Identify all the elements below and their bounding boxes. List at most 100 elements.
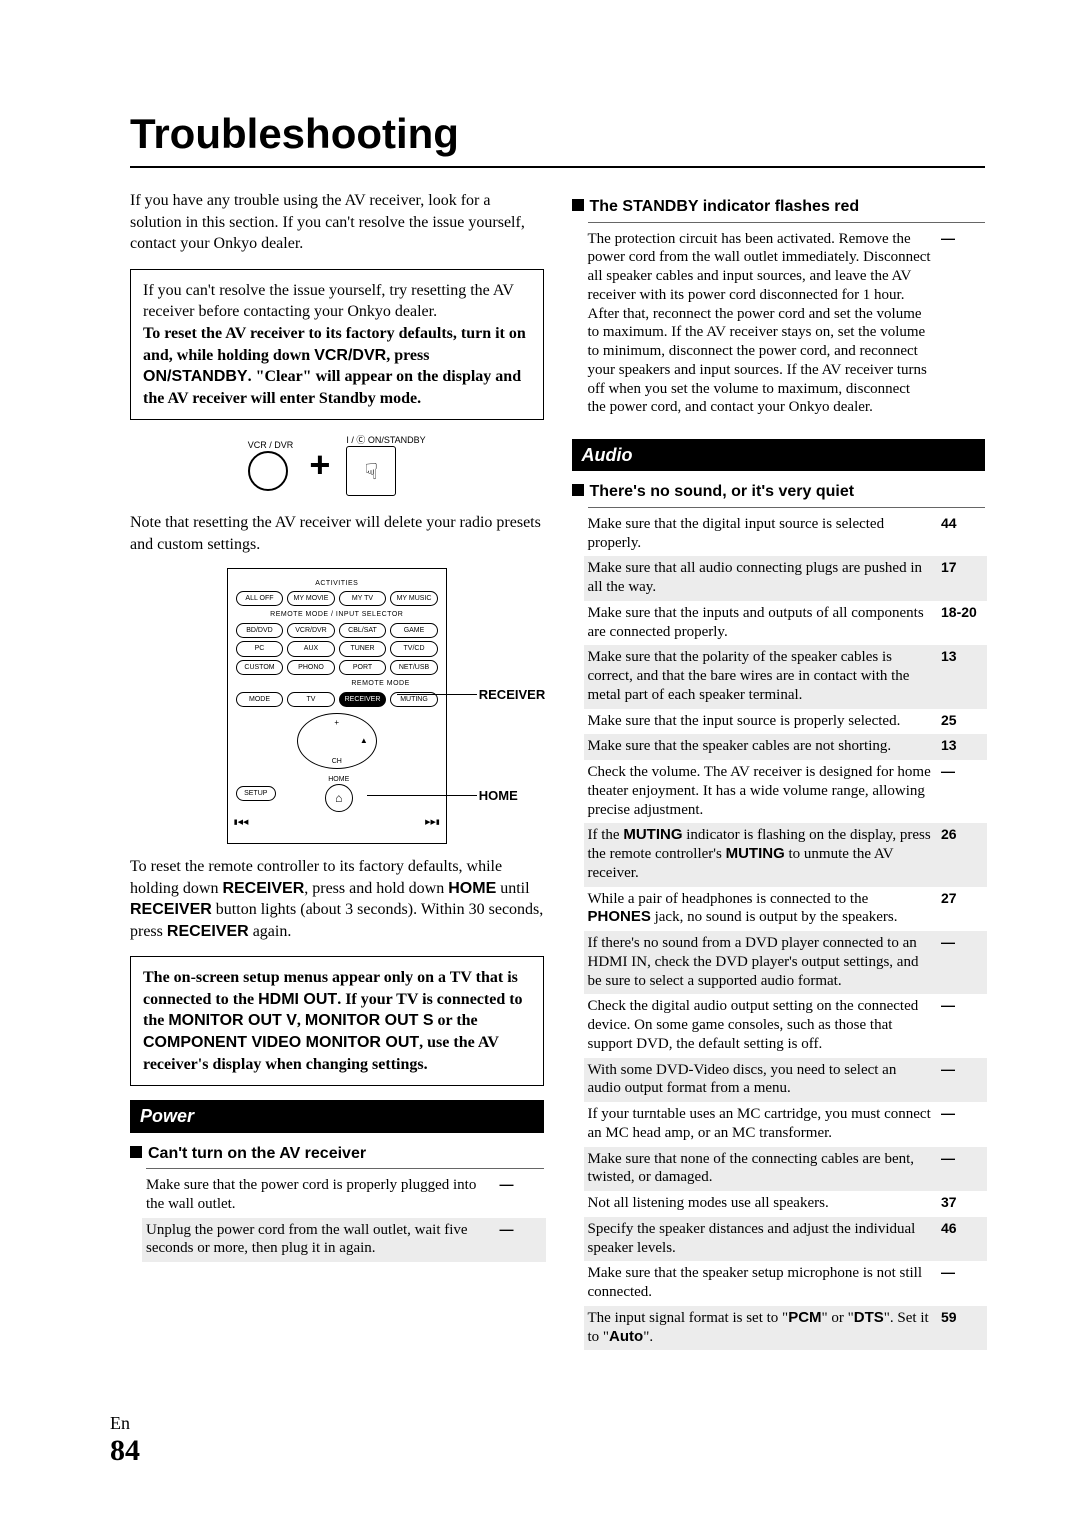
row-ref: — [941, 1150, 985, 1188]
remote-btn: BD/DVD [236, 623, 284, 638]
row-text: Make sure that the digital input source … [588, 515, 932, 553]
remote-reset-text: To reset the remote controller to its fa… [130, 856, 544, 942]
t: PHONES [588, 908, 651, 925]
t: Auto [609, 1328, 643, 1345]
reset-diagram: VCR / DVR + I / Ⓒ ON/STANDBY ☟ [130, 430, 544, 500]
row-ref: 27 [941, 890, 985, 928]
row-text: If there's no sound from a DVD player co… [588, 934, 932, 990]
txt: MONITOR OUT S [305, 1012, 434, 1029]
playback-icon: ▶▶▮ [425, 818, 440, 827]
right-column: The STANDBY indicator flashes red The pr… [572, 190, 986, 1350]
row-ref: — [941, 763, 985, 819]
plus-icon: + [309, 441, 330, 490]
table-row: Check the volume. The AV receiver is des… [588, 760, 986, 823]
table-row: The protection circuit has been activate… [588, 227, 986, 422]
row-ref: 13 [941, 737, 985, 756]
table-row: Make sure that the polarity of the speak… [584, 645, 988, 708]
row-text: While a pair of headphones is connected … [588, 890, 932, 928]
txt: again. [249, 923, 292, 940]
remote-btn: TV/CD [390, 641, 438, 656]
t: DTS [854, 1309, 884, 1326]
row-ref: 13 [941, 648, 985, 704]
receiver-callout: RECEIVER [479, 686, 545, 704]
vcr-label: VCR / DVR [248, 439, 294, 451]
remote-btn: NET/USB [390, 660, 438, 675]
audio-section-bar: Audio [572, 439, 986, 471]
t: The input signal format is set to " [588, 1310, 789, 1326]
remote-btn: GAME [390, 623, 438, 638]
row-text: Make sure that all audio connecting plug… [588, 559, 932, 597]
row-ref: 44 [941, 515, 985, 553]
remote-btn: ALL OFF [236, 591, 284, 606]
row-ref: 59 [941, 1309, 985, 1347]
reset-line2: To reset the AV receiver to its factory … [143, 323, 531, 409]
remote-btn: AUX [287, 641, 335, 656]
row-text: Check the digital audio output setting o… [588, 997, 932, 1053]
remote-btn: PHONO [287, 660, 335, 675]
t: jack, no sound is output by the speakers… [651, 909, 898, 925]
remote-btn: MY TV [339, 591, 387, 606]
row-text: Make sure that the polarity of the speak… [588, 648, 932, 704]
t: If the [588, 827, 624, 843]
row-text: Make sure that none of the connecting ca… [588, 1150, 932, 1188]
remote-btn: PC [236, 641, 284, 656]
activities-label: ACTIVITIES [234, 579, 440, 588]
row-text: Make sure that the speaker cables are no… [588, 737, 932, 756]
callout-line [397, 694, 477, 695]
row-ref: 18-20 [941, 604, 985, 642]
table-row: Make sure that none of the connecting ca… [584, 1147, 988, 1192]
table-row: Make sure that the power cord is properl… [146, 1173, 544, 1218]
remote-receiver-btn: RECEIVER [339, 692, 387, 707]
row-ref: — [500, 1221, 544, 1259]
table-row: If there's no sound from a DVD player co… [584, 931, 988, 994]
callout-line [367, 795, 477, 796]
txt: COMPONENT VIDEO MONITOR OUT [143, 1034, 419, 1051]
row-ref: — [941, 997, 985, 1053]
reset-line2b: , press [386, 347, 429, 364]
table-row: While a pair of headphones is connected … [588, 887, 986, 932]
row-ref: 26 [941, 826, 985, 882]
footer-page: 84 [110, 1434, 140, 1468]
page-title: Troubleshooting [130, 110, 985, 168]
txt: , [297, 1012, 305, 1029]
audio-subhead: There's no sound, or it's very quiet [572, 481, 986, 503]
table-row: Check the digital audio output setting o… [588, 994, 986, 1057]
t: ". [643, 1329, 653, 1345]
txt-bold: RECEIVER [167, 923, 249, 940]
table-row: Make sure that the input source is prope… [588, 709, 986, 735]
row-text: The protection circuit has been activate… [588, 230, 932, 418]
remote-setup-btn: SETUP [236, 786, 276, 801]
row-text: Make sure that the power cord is properl… [146, 1176, 490, 1214]
row-text: Specify the speaker distances and adjust… [588, 1220, 932, 1258]
footer-lang: En [110, 1413, 140, 1434]
table-row: Unplug the power cord from the wall outl… [142, 1218, 546, 1263]
txt-bold: RECEIVER [130, 901, 212, 918]
remote-btn: VCR/DVR [287, 623, 335, 638]
table-row: Make sure that the speaker cables are no… [584, 734, 988, 760]
t: While a pair of headphones is connected … [588, 891, 869, 907]
row-text: Make sure that the inputs and outputs of… [588, 604, 932, 642]
home-callout: HOME [479, 787, 518, 805]
row-text: Make sure that the input source is prope… [588, 712, 932, 731]
remote-btn: CUSTOM [236, 660, 284, 675]
row-ref: 25 [941, 712, 985, 731]
row-ref: 17 [941, 559, 985, 597]
remote-btn: PORT [339, 660, 387, 675]
power-section-bar: Power [130, 1100, 544, 1132]
remote-wheel: + CH ▲ [297, 713, 377, 769]
content-columns: If you have any trouble using the AV rec… [130, 190, 985, 1350]
txt: HDMI OUT [258, 991, 337, 1008]
t: MUTING [623, 826, 682, 843]
row-ref: — [941, 934, 985, 990]
square-bullet-icon [572, 199, 584, 211]
reset-box: If you can't resolve the issue yourself,… [130, 269, 544, 421]
audio-sub-text: There's no sound, or it's very quiet [590, 481, 855, 503]
table-row: Specify the speaker distances and adjust… [584, 1217, 988, 1262]
tip-box: The on-screen setup menus appear only on… [130, 956, 544, 1086]
row-text: If the MUTING indicator is flashing on t… [588, 826, 932, 882]
left-column: If you have any trouble using the AV rec… [130, 190, 544, 1350]
home-button-icon: ⌂ [325, 784, 353, 812]
row-ref: — [500, 1176, 544, 1214]
table-row: Not all listening modes use all speakers… [588, 1191, 986, 1217]
remote-btn: CBL/SAT [339, 623, 387, 638]
